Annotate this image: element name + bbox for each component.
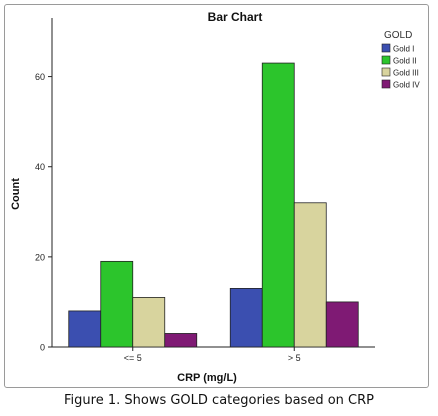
legend-swatch <box>381 43 391 53</box>
y-tick-label: 0 <box>40 343 45 353</box>
y-axis-label: Count <box>10 178 22 210</box>
x-axis-label: CRP (mg/L) <box>177 372 237 384</box>
legend-entry: Gold IV <box>393 81 420 90</box>
legend-title: GOLD <box>384 30 412 41</box>
legend-entry: Gold I <box>393 45 414 54</box>
bar <box>293 202 327 348</box>
legend-swatch <box>381 67 391 77</box>
bar <box>164 333 198 348</box>
bar <box>261 62 295 348</box>
y-tick-label: 40 <box>35 162 45 172</box>
y-tick-label: 60 <box>35 72 45 82</box>
bar <box>325 301 359 348</box>
legend-entry: Gold II <box>393 57 417 66</box>
bar <box>132 297 166 348</box>
y-tick-label: 20 <box>35 252 45 262</box>
x-tick-label: > 5 <box>288 353 301 363</box>
legend-swatch <box>381 55 391 65</box>
chart-title: Bar Chart <box>208 10 263 24</box>
x-tick-label: <= 5 <box>124 353 142 363</box>
bar-chart: Bar Chart Count CRP (mg/L) GOLD 0 20 40 60 <… <box>10 10 420 384</box>
bar <box>229 288 263 348</box>
legend-entry: Gold III <box>393 69 419 78</box>
figure-caption: Figure 1. Shows GOLD categories based on… <box>64 393 374 408</box>
legend-swatch <box>381 79 391 89</box>
bar <box>68 310 102 348</box>
bar <box>100 260 134 348</box>
